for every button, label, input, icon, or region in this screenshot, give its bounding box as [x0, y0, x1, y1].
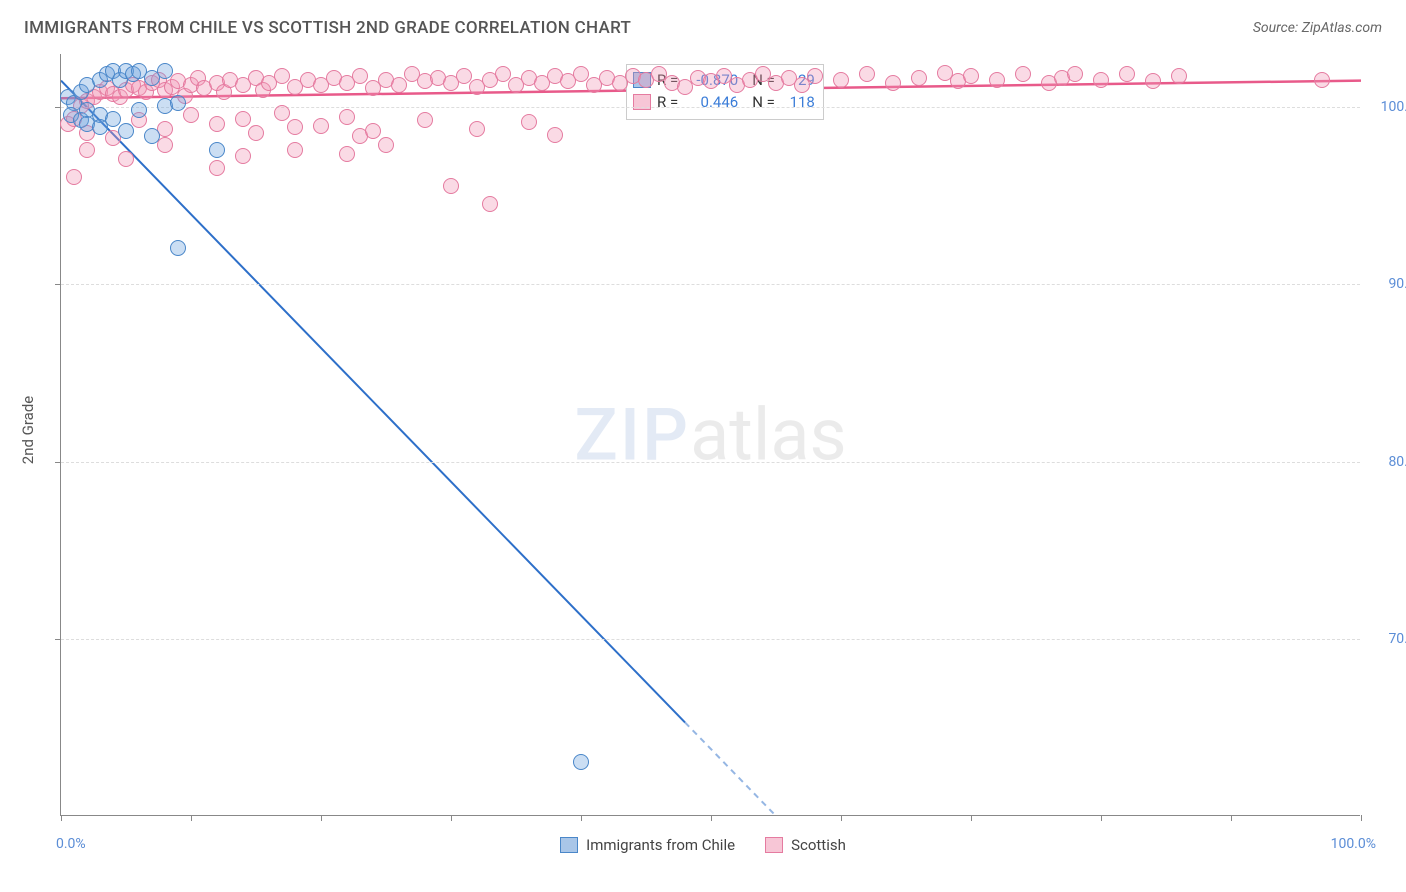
point-scottish: [339, 109, 355, 125]
y-tick: [55, 284, 61, 285]
legend-swatch-chile: [560, 837, 578, 853]
point-scottish: [391, 77, 407, 93]
gridline: [61, 639, 1360, 640]
gridline: [61, 284, 1360, 285]
point-scottish: [365, 123, 381, 139]
watermark: ZIPatlas: [574, 392, 846, 477]
point-scottish: [235, 148, 251, 164]
stats-row: R = 0.446 N = 118: [633, 91, 815, 113]
gridline: [61, 462, 1360, 463]
point-scottish: [79, 142, 95, 158]
stats-n-label: N =: [752, 93, 775, 111]
point-chile: [131, 102, 147, 118]
point-scottish: [66, 169, 82, 185]
chart-plot-area: ZIPatlas R =-0.870N =29R =0.446N =118 70…: [60, 54, 1360, 816]
point-scottish: [963, 68, 979, 84]
stats-r-value: 0.446: [684, 93, 738, 111]
point-scottish: [274, 105, 290, 121]
point-scottish: [1314, 72, 1330, 88]
watermark-atlas: atlas: [690, 392, 847, 477]
y-tick-label: 70.0%: [1368, 631, 1406, 647]
legend-label-chile: Immigrants from Chile: [586, 836, 735, 854]
point-scottish: [287, 119, 303, 135]
x-tick: [1231, 815, 1232, 821]
chart-title: IMMIGRANTS FROM CHILE VS SCOTTISH 2ND GR…: [24, 18, 631, 38]
stats-n-value: 118: [781, 93, 815, 111]
watermark-zip: ZIP: [574, 392, 690, 477]
y-tick: [55, 462, 61, 463]
point-scottish: [209, 160, 225, 176]
y-tick-label: 100.0%: [1368, 99, 1406, 115]
point-scottish: [183, 107, 199, 123]
point-scottish: [911, 70, 927, 86]
x-tick: [711, 815, 712, 821]
point-scottish: [1119, 66, 1135, 82]
point-scottish: [885, 75, 901, 91]
point-chile: [144, 128, 160, 144]
point-scottish: [118, 151, 134, 167]
point-scottish: [287, 142, 303, 158]
legend-swatch-scottish: [765, 837, 783, 853]
x-tick: [581, 815, 582, 821]
legend-label-scottish: Scottish: [791, 836, 846, 854]
x-tick: [321, 815, 322, 821]
point-scottish: [807, 68, 823, 84]
point-scottish: [1067, 66, 1083, 82]
x-tick: [841, 815, 842, 821]
point-scottish: [352, 68, 368, 84]
point-scottish: [313, 118, 329, 134]
point-scottish: [547, 127, 563, 143]
regression-lines-layer: [61, 54, 1361, 816]
y-tick-label: 80.0%: [1368, 454, 1406, 470]
point-scottish: [248, 125, 264, 141]
point-chile: [157, 63, 173, 79]
point-chile: [170, 240, 186, 256]
point-scottish: [859, 66, 875, 82]
point-scottish: [482, 196, 498, 212]
x-tick: [191, 815, 192, 821]
gridline: [61, 107, 1360, 108]
y-tick-label: 90.0%: [1368, 276, 1406, 292]
point-scottish: [235, 111, 251, 127]
point-scottish: [209, 116, 225, 132]
point-scottish: [1015, 66, 1031, 82]
x-tick: [1101, 815, 1102, 821]
point-chile: [573, 754, 589, 770]
point-chile: [209, 142, 225, 158]
y-axis-title: 2nd Grade: [19, 396, 37, 464]
legend-item-chile: Immigrants from Chile: [560, 836, 735, 854]
y-tick: [55, 639, 61, 640]
point-scottish: [378, 137, 394, 153]
point-scottish: [1093, 72, 1109, 88]
x-tick: [971, 815, 972, 821]
point-scottish: [469, 121, 485, 137]
source-attribution: Source: ZipAtlas.com: [1253, 20, 1382, 36]
point-chile: [92, 119, 108, 135]
point-scottish: [339, 146, 355, 162]
point-chile: [118, 123, 134, 139]
x-tick: [61, 815, 62, 821]
stats-r-label: R =: [657, 93, 678, 111]
x-tick: [451, 815, 452, 821]
legend-item-scottish: Scottish: [765, 836, 846, 854]
point-scottish: [1171, 68, 1187, 84]
y-tick: [55, 107, 61, 108]
point-scottish: [833, 72, 849, 88]
point-scottish: [443, 178, 459, 194]
point-scottish: [157, 137, 173, 153]
point-chile: [170, 95, 186, 111]
point-scottish: [521, 114, 537, 130]
point-scottish: [417, 112, 433, 128]
point-scottish: [989, 72, 1005, 88]
bottom-legend: Immigrants from Chile Scottish: [0, 836, 1406, 854]
point-scottish: [1145, 73, 1161, 89]
x-tick: [1361, 815, 1362, 821]
